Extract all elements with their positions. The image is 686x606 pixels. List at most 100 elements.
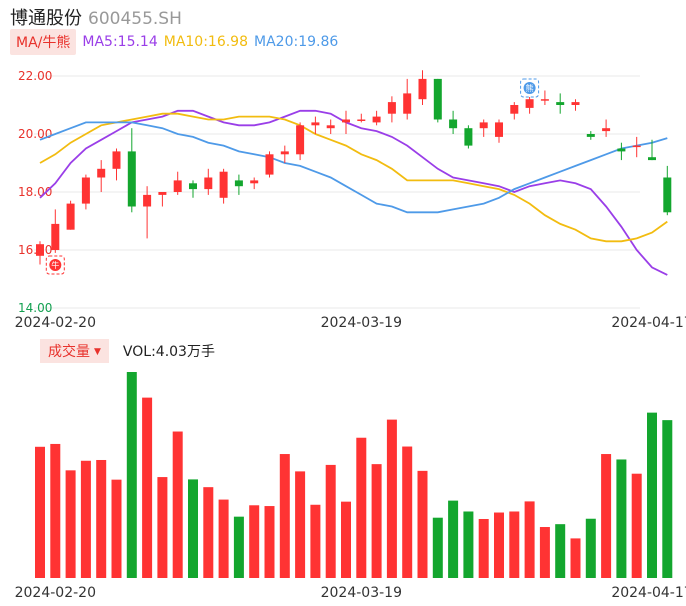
- candle: [127, 128, 136, 213]
- candle: [495, 119, 503, 143]
- candle: [342, 110, 350, 134]
- candle: [280, 145, 289, 163]
- volume-bar: [662, 420, 673, 578]
- dropdown-triangle-icon: ▼: [94, 347, 101, 357]
- x-tick-label: 2024-04-17: [611, 315, 686, 331]
- candle: [204, 168, 213, 195]
- volume-bar: [203, 487, 214, 578]
- bull-bear-markers: 牛熊: [45, 78, 540, 275]
- candle-body: [342, 119, 350, 123]
- x-tick-label: 2024-04-17: [611, 585, 686, 601]
- candle: [571, 99, 580, 111]
- candle-body: [464, 128, 473, 146]
- volume-bar: [341, 501, 351, 578]
- y-tick-label: 14.00: [18, 301, 52, 315]
- candle: [265, 151, 274, 178]
- candle-body: [173, 180, 182, 192]
- candle: [449, 110, 458, 134]
- candle: [66, 200, 75, 230]
- candle: [464, 125, 473, 149]
- candle: [36, 241, 44, 265]
- candle: [602, 119, 611, 137]
- candle-body: [189, 183, 197, 190]
- volume-indicator-selector[interactable]: 成交量 ▼: [40, 339, 109, 363]
- bull-marker-text: 牛: [51, 260, 59, 270]
- candle-body: [495, 122, 503, 137]
- x-tick-label: 2024-03-19: [321, 585, 402, 601]
- candle-body: [387, 102, 396, 114]
- volume-bar: [80, 460, 91, 578]
- volume-bar: [188, 479, 198, 578]
- y-tick-label: 20.00: [18, 127, 52, 141]
- candle-body: [311, 122, 320, 126]
- candle: [219, 168, 228, 204]
- candle: [433, 78, 442, 123]
- volume-legend: 成交量 ▼ VOL:4.03万手: [40, 339, 215, 363]
- volume-bar: [279, 454, 290, 578]
- volume-bar: [417, 470, 428, 578]
- ma10-line: [39, 112, 668, 243]
- candle: [51, 209, 60, 253]
- candle: [112, 148, 121, 181]
- volume-bar: [249, 505, 260, 578]
- stock-title: 博通股份 600455.SH: [10, 4, 182, 30]
- candle: [81, 174, 90, 210]
- candle: [418, 70, 427, 105]
- moving-average-lines: [39, 109, 668, 276]
- volume-bar: [601, 454, 612, 578]
- candle-body: [449, 119, 458, 129]
- volume-bars: [35, 372, 673, 578]
- candle-body: [510, 105, 519, 114]
- volume-bar: [494, 512, 504, 578]
- candle-body: [663, 177, 672, 213]
- candle-body: [112, 151, 121, 169]
- candle: [403, 78, 412, 120]
- volume-bar: [157, 477, 168, 578]
- volume-bar: [402, 446, 413, 578]
- volume-bar: [616, 459, 627, 578]
- candle-body: [433, 78, 442, 120]
- candle-body: [525, 99, 534, 108]
- candle: [632, 136, 641, 158]
- volume-bar: [65, 470, 76, 578]
- candle: [143, 186, 152, 239]
- candle-body: [280, 151, 289, 155]
- y-tick-label: 16.00: [18, 243, 52, 257]
- candle-body: [158, 192, 167, 195]
- volume-bar: [295, 471, 306, 578]
- volume-indicator-label: 成交量: [48, 344, 90, 360]
- volume-date-ticks: 2024-02-20 2024-03-19 2024-04-17: [15, 585, 686, 601]
- volume-bar: [478, 518, 489, 578]
- candle-body: [479, 122, 488, 129]
- ma20-line: [39, 121, 668, 214]
- candle-body: [296, 125, 305, 155]
- candle-body: [97, 168, 106, 178]
- candle-body: [127, 151, 136, 207]
- candle: [525, 96, 534, 114]
- y-tick-label: 22.00: [18, 69, 52, 83]
- candle-body: [204, 177, 213, 190]
- candle-body: [234, 180, 243, 187]
- candle: [556, 93, 565, 114]
- volume-bar: [432, 517, 443, 578]
- candle-body: [265, 154, 274, 175]
- volume-bar: [356, 437, 367, 578]
- candle: [326, 119, 335, 134]
- candle: [357, 113, 366, 123]
- candle: [540, 90, 549, 105]
- volume-bar: [539, 527, 550, 578]
- candle-body: [632, 145, 641, 148]
- candle: [189, 180, 197, 198]
- ma5-label: MA5:15.14: [82, 34, 158, 50]
- candle-body: [403, 93, 412, 114]
- candle: [311, 116, 320, 134]
- candle-body: [326, 125, 335, 129]
- ma-indicator-selector[interactable]: MA/牛熊: [10, 29, 77, 55]
- candle-body: [372, 116, 381, 123]
- stock-name: 博通股份: [10, 8, 82, 29]
- candle: [234, 174, 243, 195]
- volume-bar: [142, 397, 153, 578]
- candle-body: [81, 177, 90, 204]
- volume-bar: [233, 516, 244, 578]
